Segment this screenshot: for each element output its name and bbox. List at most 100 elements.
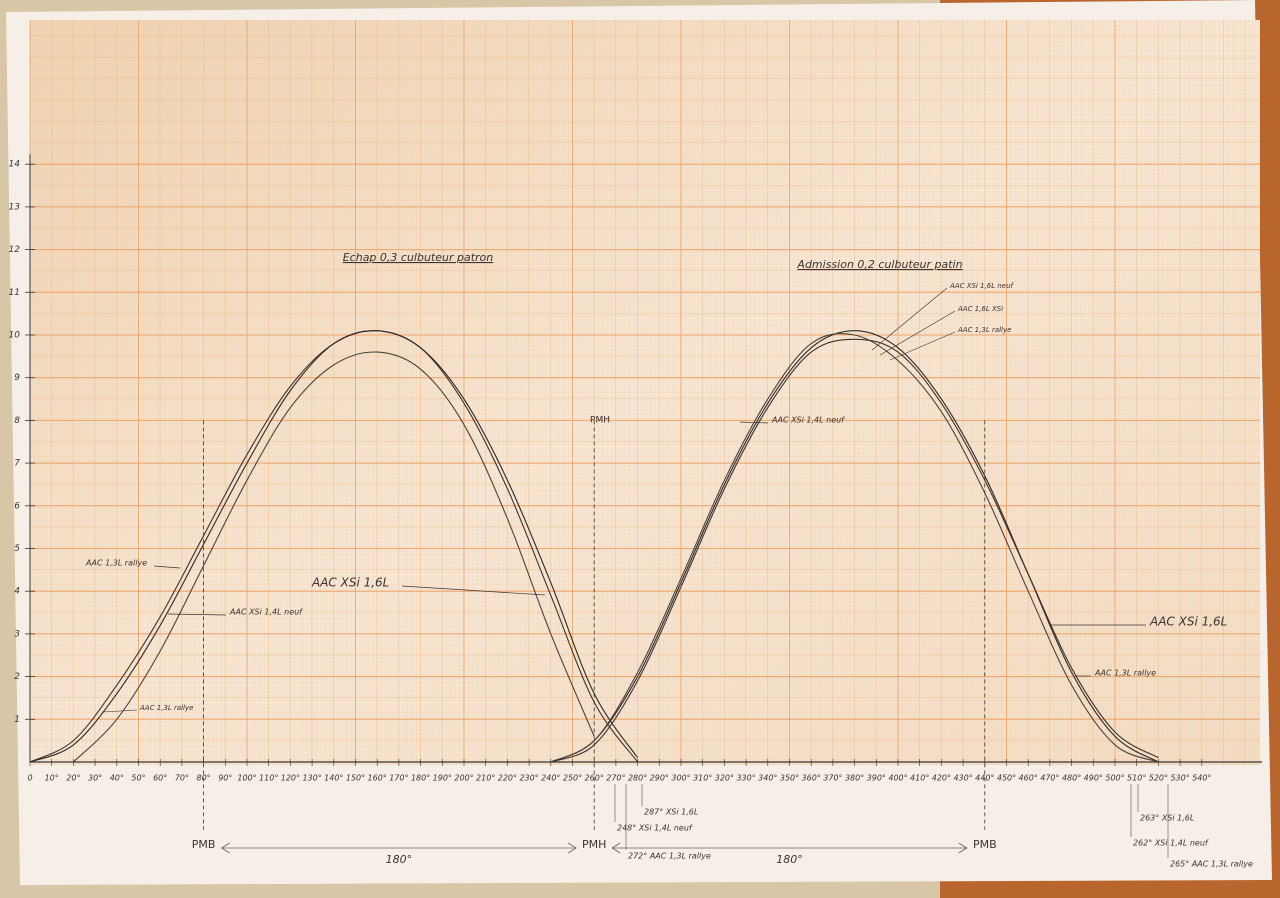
label-arrow — [401, 585, 546, 596]
annotation-arrow — [879, 310, 956, 356]
series-label: AAC 1,3L rallye — [1094, 669, 1156, 678]
x-tick-label: 220° — [498, 774, 517, 783]
x-tick-label: 180° — [411, 774, 430, 783]
x-tick-label: 540° — [1192, 774, 1211, 783]
x-tick-label: 380° — [845, 774, 864, 783]
annotation: PMH — [590, 416, 610, 426]
annotation-arrow — [101, 709, 138, 713]
x-tick-label: 150° — [346, 774, 365, 783]
marker-label: PMB — [192, 838, 216, 851]
x-tick-label: 500° — [1105, 774, 1124, 783]
x-tick-label: 200° — [454, 774, 473, 783]
x-tick-label: 300° — [671, 774, 690, 783]
x-tick-label: 510° — [1127, 774, 1146, 783]
span-label: 180° — [776, 853, 803, 866]
x-tick-label: 90° — [218, 774, 232, 783]
duration-note: 248° XSi 1,4L neuf — [617, 824, 693, 833]
annotation: AAC 1,3L rallye — [957, 326, 1011, 334]
x-tick-label: 450° — [997, 774, 1016, 783]
lift-curve — [550, 330, 1159, 763]
duration-note: 262° XSi 1,4L neuf — [1133, 839, 1209, 848]
series-label: AAC XSi 1,6L — [311, 576, 389, 590]
x-tick-label: 10° — [45, 774, 59, 783]
series-label: AAC 1,3L rallye — [85, 559, 147, 568]
annotation: AAC 1,6L XSi — [957, 305, 1003, 313]
y-tick-label: 6 — [14, 501, 20, 511]
x-tick-label: 470° — [1040, 774, 1059, 783]
y-tick-label: 11 — [9, 288, 20, 298]
label-arrow — [153, 565, 181, 569]
x-tick-label: 280° — [628, 774, 647, 783]
annotation-arrow — [871, 287, 948, 351]
x-tick-label: 110° — [259, 774, 278, 783]
y-tick-label: 5 — [14, 544, 20, 554]
x-tick-label: 520° — [1149, 774, 1168, 783]
x-tick-label: 0 — [27, 774, 32, 783]
marker-label: PMB — [973, 838, 997, 851]
x-tick-label: 290° — [650, 774, 669, 783]
x-tick-label: 410° — [910, 774, 929, 783]
y-tick-label: 7 — [14, 459, 20, 469]
y-tick-label: 13 — [9, 202, 21, 212]
lift-curve — [550, 338, 1159, 763]
lift-curve — [550, 333, 1159, 763]
x-tick-label: 420° — [932, 774, 951, 783]
x-tick-label: 100° — [237, 774, 256, 783]
duration-note: 263° XSi 1,6L — [1140, 814, 1194, 823]
x-tick-label: 130° — [302, 774, 321, 783]
duration-note: 272° AAC 1,3L rallye — [628, 852, 711, 861]
x-tick-label: 310° — [693, 774, 712, 783]
x-tick-label: 50° — [131, 774, 145, 783]
x-tick-label: 40° — [110, 774, 124, 783]
label-arrow — [167, 613, 227, 616]
x-tick-label: 250° — [563, 774, 582, 783]
y-tick-label: 4 — [14, 587, 20, 597]
x-tick-label: 350° — [780, 774, 799, 783]
x-tick-label: 490° — [1084, 774, 1103, 783]
x-tick-label: 60° — [153, 774, 167, 783]
lift-curve — [29, 330, 639, 763]
arrow-head — [611, 842, 968, 854]
x-tick-label: 390° — [867, 774, 886, 783]
x-tick-label: 330° — [736, 774, 755, 783]
mid-grid — [30, 20, 1260, 765]
x-tick-label: 530° — [1170, 774, 1189, 783]
duration-note: 287° XSi 1,6L — [644, 808, 698, 817]
x-tick-label: 240° — [541, 774, 560, 783]
x-tick-label: 480° — [1062, 774, 1081, 783]
series-label: AAC XSi 1,4L neuf — [229, 608, 303, 617]
x-tick-label: 230° — [519, 774, 538, 783]
duration-note: 265° AAC 1,3L rallye — [1170, 860, 1253, 869]
section-title: Echap 0,3 culbuteur patron — [343, 251, 494, 264]
arrow-head — [220, 842, 577, 854]
x-tick-label: 430° — [953, 774, 972, 783]
x-tick-label: 360° — [802, 774, 821, 783]
series-label: AAC XSi 1,6L — [1149, 615, 1227, 629]
x-tick-label: 210° — [476, 774, 495, 783]
y-tick-label: 14 — [9, 160, 21, 170]
x-tick-label: 170° — [389, 774, 408, 783]
x-tick-label: 30° — [88, 774, 102, 783]
label-arrow — [739, 421, 769, 424]
x-tick-label: 20° — [66, 774, 80, 783]
y-tick-label: 3 — [14, 629, 20, 639]
y-tick-label: 2 — [14, 672, 20, 682]
x-tick-label: 340° — [758, 774, 777, 783]
section-title: Admission 0,2 culbuteur patin — [796, 258, 962, 271]
annotation: AAC 1,3L rallye — [139, 704, 193, 712]
x-tick-label: 190° — [433, 774, 452, 783]
x-tick-label: 370° — [823, 774, 842, 783]
span-label: 180° — [386, 853, 413, 866]
x-tick-label: 460° — [1019, 774, 1038, 783]
y-tick-label: 12 — [9, 245, 21, 255]
y-tick-label: 1 — [14, 715, 20, 725]
x-tick-label: 160° — [368, 774, 387, 783]
x-tick-label: 400° — [888, 774, 907, 783]
series-label: AAC XSi 1,4L neuf — [771, 416, 845, 425]
annotation-arrow — [889, 331, 956, 361]
annotation: AAC XSi 1,6L neuf — [949, 282, 1015, 290]
x-tick-label: 320° — [715, 774, 734, 783]
